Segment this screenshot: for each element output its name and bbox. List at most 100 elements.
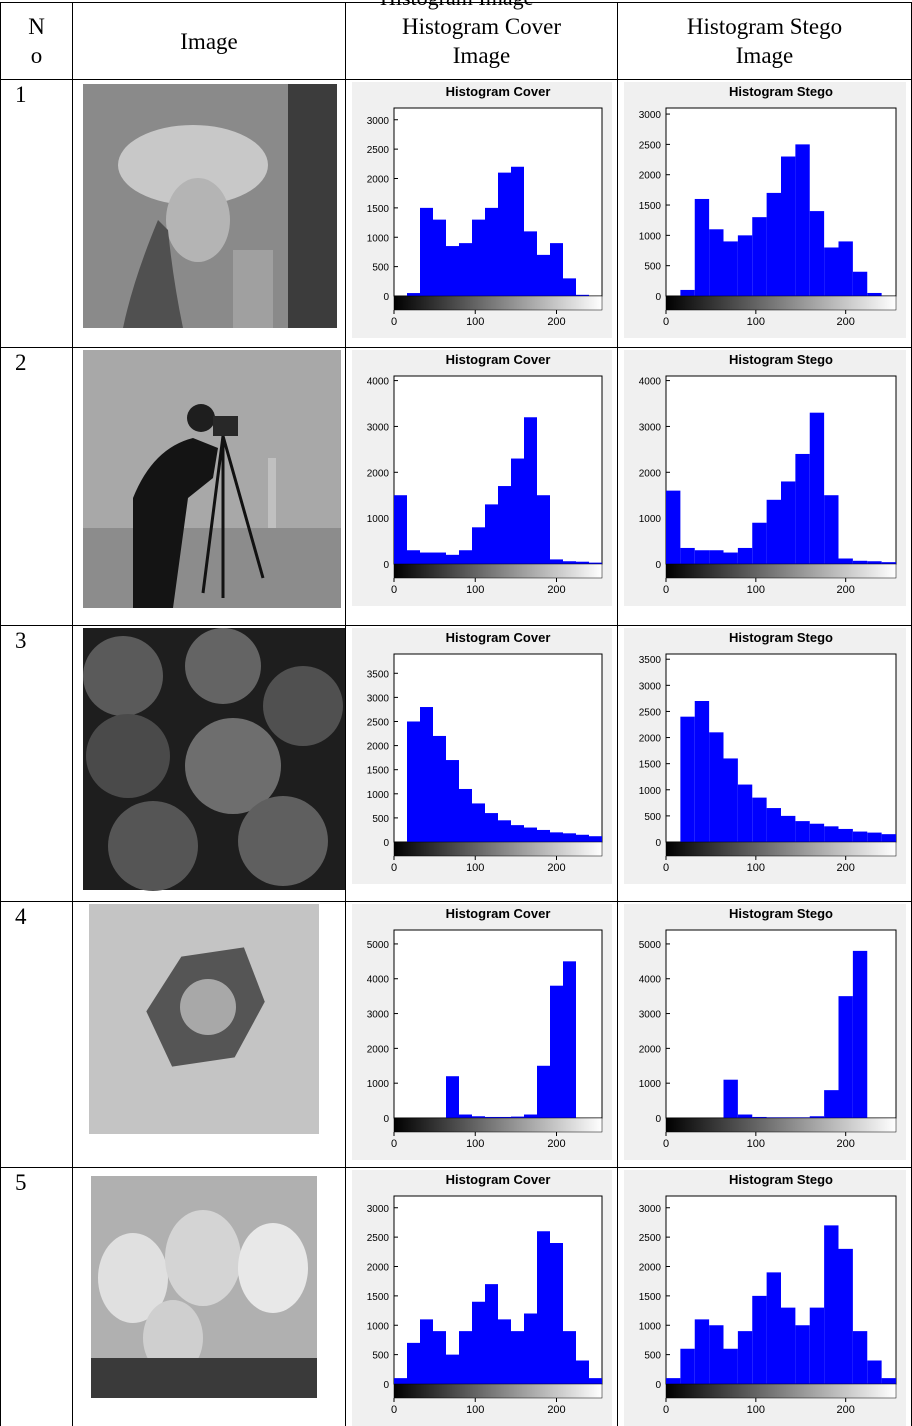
- x-tick-label: 0: [391, 584, 397, 596]
- image-cell: [72, 347, 346, 626]
- row: 1 Histogram Cover 0 500 1000 1500 2000 2500 300…: [0, 79, 912, 348]
- x-tick-label: 100: [747, 862, 765, 874]
- x-tick-label: 200: [547, 1138, 565, 1150]
- y-tick-label: 500: [372, 1351, 389, 1362]
- histogram-bar: [867, 832, 882, 842]
- histogram-bar: [524, 1313, 537, 1384]
- chart-title: Histogram Stego: [729, 352, 833, 367]
- histogram-bar: [472, 527, 485, 564]
- x-tick-label: 200: [547, 1404, 565, 1416]
- histogram-bar: [407, 550, 420, 564]
- colorbar: [393, 841, 603, 857]
- chart-title: Histogram Stego: [729, 84, 833, 99]
- histogram-bar: [666, 490, 681, 564]
- histogram-bar: [809, 211, 825, 296]
- y-tick-label: 3000: [639, 681, 662, 692]
- chart-title: Histogram Stego: [729, 1172, 833, 1187]
- x-tick-label: 100: [466, 1404, 484, 1416]
- histogram-bar: [485, 207, 498, 296]
- histogram: Histogram Stego 0 1000 2000 3000 4000 5000 0 100…: [624, 904, 906, 1160]
- y-tick-label: 5000: [367, 940, 390, 951]
- histogram-bar: [766, 499, 781, 564]
- chart-cell: Histogram Stego 0 1000 2000 3000 4000 0 100 200: [617, 347, 912, 626]
- y-tick-label: 1000: [639, 231, 662, 242]
- y-tick-label: 1500: [367, 766, 390, 777]
- y-tick-label: 0: [383, 560, 389, 571]
- x-tick-label: 200: [547, 862, 565, 874]
- histogram-bar: [852, 560, 868, 564]
- histogram-bar: [537, 495, 550, 564]
- histogram-bar: [680, 1348, 695, 1384]
- y-tick-label: 1000: [367, 514, 390, 525]
- histogram-bar: [781, 1117, 796, 1118]
- x-tick-label: 200: [547, 584, 565, 596]
- histogram-bar: [407, 721, 420, 842]
- histogram-bar: [524, 231, 537, 296]
- histogram-bar: [737, 235, 753, 296]
- x-tick-label: 0: [391, 862, 397, 874]
- chart-cell: Histogram Cover 0 500 1000 1500 2000 2500 3000 3…: [345, 625, 618, 902]
- image: [91, 1176, 317, 1398]
- histogram-bar: [781, 481, 796, 564]
- y-tick-label: 0: [655, 292, 661, 303]
- row: 3 Histogram Cover 0 500 1000 1500 2000 2500 300…: [0, 625, 912, 902]
- y-tick-label: 500: [372, 814, 389, 825]
- histogram-bar: [524, 417, 537, 564]
- histogram: Histogram Cover 0 500 1000 1500 2000 2500 3000 0…: [352, 82, 612, 338]
- image: [83, 350, 341, 608]
- histogram-bar: [766, 808, 781, 842]
- x-tick-label: 0: [663, 1404, 669, 1416]
- histogram-bar: [824, 1090, 839, 1118]
- chart-title: Histogram Cover: [446, 1172, 551, 1187]
- histogram-bar: [589, 562, 602, 564]
- row: 4 Histogram Cover 0 1000 2000 3000 4000 5000 0 1…: [0, 901, 912, 1168]
- row-number: 3: [0, 625, 73, 902]
- histogram-bar: [576, 1360, 589, 1384]
- histogram-bar: [511, 1116, 524, 1118]
- histogram-bar: [781, 1307, 796, 1384]
- colorbar: [665, 563, 897, 579]
- x-tick-label: 0: [663, 862, 669, 874]
- histogram-bar: [563, 961, 576, 1118]
- image-cell: [72, 1167, 346, 1426]
- y-tick-label: 3000: [639, 422, 662, 433]
- x-tick-label: 200: [837, 584, 855, 596]
- histogram-bar: [694, 1319, 710, 1384]
- colorbar: [665, 841, 897, 857]
- histogram-bar: [550, 1243, 563, 1384]
- chart-title: Histogram Cover: [446, 84, 551, 99]
- chart-cell: Histogram Cover 0 1000 2000 3000 4000 0 100 200: [345, 347, 618, 626]
- histogram-bar: [472, 1116, 485, 1118]
- y-tick-label: 1500: [367, 204, 390, 215]
- histogram-bar: [498, 1319, 511, 1384]
- histogram-bar: [589, 836, 602, 842]
- colorbar: [393, 563, 603, 579]
- histogram-bar: [809, 1307, 825, 1384]
- y-tick-label: 0: [383, 838, 389, 849]
- histogram: Histogram Cover 0 1000 2000 3000 4000 5000 0 100…: [352, 904, 612, 1160]
- histogram-bar: [781, 156, 796, 296]
- histogram-bar: [472, 219, 485, 296]
- histogram-bar: [459, 550, 472, 564]
- histogram-bar: [867, 292, 882, 296]
- chart-title: Histogram Cover: [446, 906, 551, 921]
- histogram-bar: [485, 1116, 498, 1118]
- y-tick-label: 2000: [367, 1263, 390, 1274]
- y-tick-label: 3000: [367, 1204, 390, 1215]
- histogram-bar: [666, 1378, 681, 1384]
- y-tick-label: 2500: [639, 707, 662, 718]
- histogram-bar: [433, 219, 446, 296]
- y-tick-label: 2000: [367, 468, 390, 479]
- histogram-bar: [795, 1117, 810, 1118]
- histogram-bar: [824, 826, 839, 842]
- image-cell: [72, 901, 346, 1168]
- y-tick-label: 1500: [639, 201, 662, 212]
- histogram-bar: [723, 758, 738, 842]
- histogram-bar: [420, 207, 433, 296]
- y-tick-label: 500: [644, 1351, 661, 1362]
- y-tick-label: 3500: [639, 655, 662, 666]
- histogram-bar: [394, 495, 407, 564]
- y-tick-label: 1000: [639, 514, 662, 525]
- histogram-bar: [498, 172, 511, 296]
- x-tick-label: 100: [466, 584, 484, 596]
